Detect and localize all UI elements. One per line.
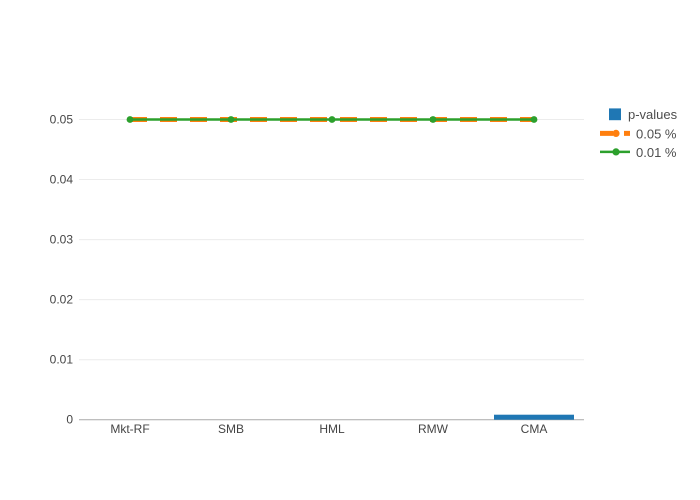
svg-text:HML: HML (319, 422, 345, 436)
svg-text:Mkt-RF: Mkt-RF (110, 422, 149, 436)
svg-text:0: 0 (66, 413, 73, 427)
svg-text:p-values: p-values (628, 107, 678, 122)
svg-text:CMA: CMA (521, 422, 548, 436)
svg-text:RMW: RMW (418, 422, 449, 436)
svg-text:0.01: 0.01 (50, 353, 74, 367)
svg-text:0.01 %: 0.01 % (636, 145, 677, 160)
svg-text:0.02: 0.02 (50, 293, 74, 307)
svg-text:0.05 %: 0.05 % (636, 127, 677, 142)
svg-text:0.04: 0.04 (50, 173, 74, 187)
svg-text:0.03: 0.03 (50, 233, 74, 247)
svg-text:SMB: SMB (218, 422, 244, 436)
svg-text:0.05: 0.05 (50, 113, 74, 127)
